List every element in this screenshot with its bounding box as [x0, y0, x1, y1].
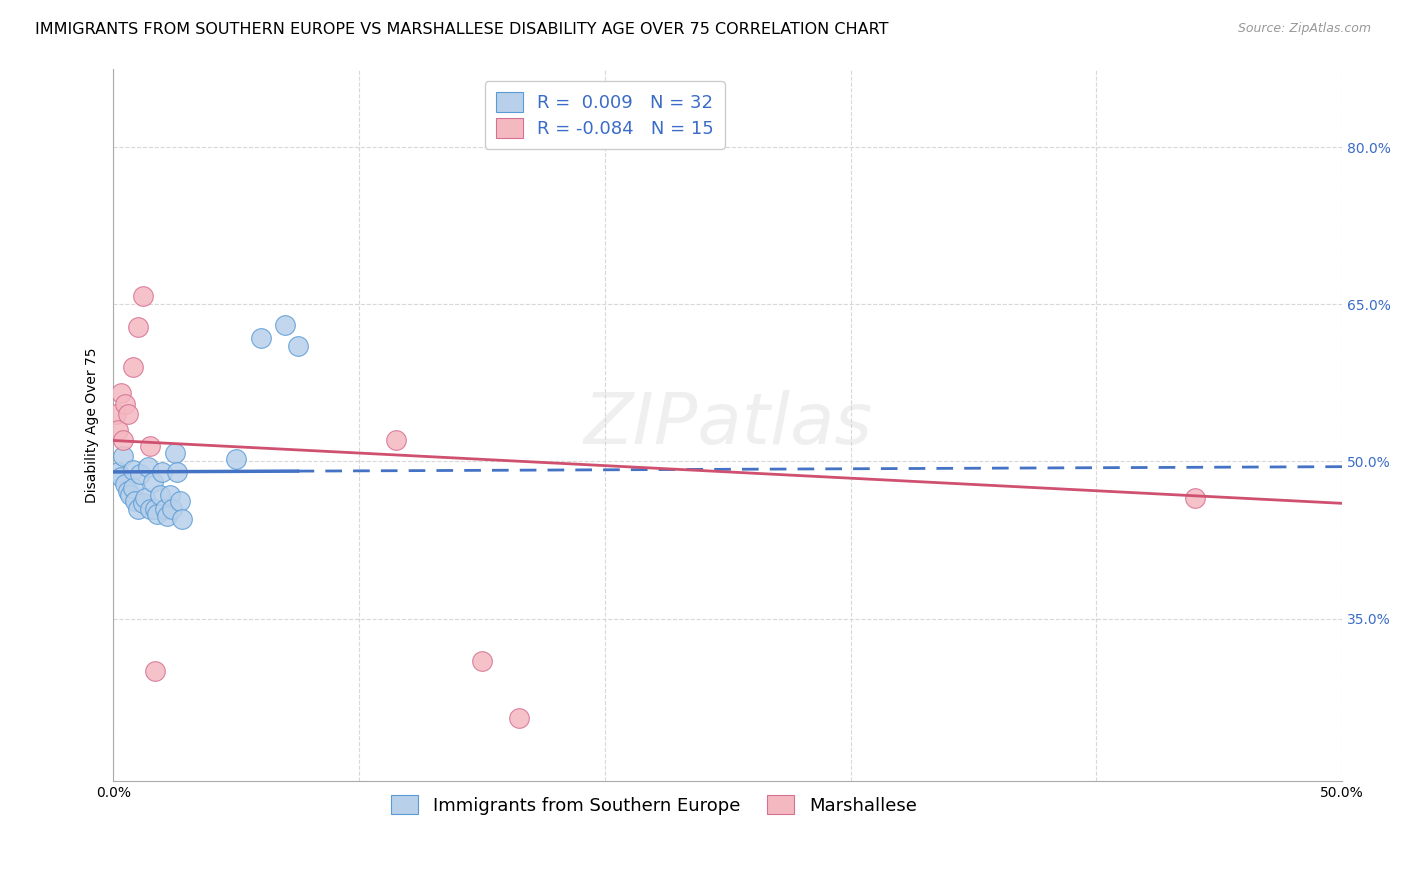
- Point: [117, 483, 139, 498]
- Point: [111, 434, 134, 448]
- Point: [159, 488, 181, 502]
- Point: [166, 465, 188, 479]
- Point: [471, 653, 494, 667]
- Point: [104, 407, 127, 421]
- Text: Source: ZipAtlas.com: Source: ZipAtlas.com: [1237, 22, 1371, 36]
- Point: [121, 481, 143, 495]
- Point: [121, 463, 143, 477]
- Point: [163, 446, 186, 460]
- Point: [117, 407, 139, 421]
- Point: [124, 494, 146, 508]
- Point: [146, 507, 169, 521]
- Point: [121, 360, 143, 375]
- Point: [156, 508, 179, 523]
- Point: [153, 501, 176, 516]
- Point: [120, 488, 142, 502]
- Point: [131, 496, 153, 510]
- Point: [114, 477, 136, 491]
- Point: [110, 470, 132, 484]
- Point: [107, 465, 129, 479]
- Text: IMMIGRANTS FROM SOUTHERN EUROPE VS MARSHALLESE DISABILITY AGE OVER 75 CORRELATIO: IMMIGRANTS FROM SOUTHERN EUROPE VS MARSH…: [35, 22, 889, 37]
- Point: [508, 711, 530, 725]
- Point: [1184, 491, 1206, 505]
- Point: [134, 491, 156, 505]
- Point: [131, 289, 153, 303]
- Point: [249, 331, 271, 345]
- Point: [225, 452, 247, 467]
- Point: [170, 512, 193, 526]
- Point: [287, 339, 309, 353]
- Point: [385, 434, 408, 448]
- Point: [114, 397, 136, 411]
- Point: [107, 423, 129, 437]
- Point: [149, 488, 172, 502]
- Point: [150, 465, 173, 479]
- Point: [111, 449, 134, 463]
- Point: [129, 467, 152, 481]
- Point: [141, 475, 163, 490]
- Point: [110, 386, 132, 401]
- Text: ZIPatlas: ZIPatlas: [583, 391, 872, 459]
- Point: [139, 501, 162, 516]
- Y-axis label: Disability Age Over 75: Disability Age Over 75: [86, 347, 100, 502]
- Point: [127, 320, 149, 334]
- Point: [143, 664, 166, 678]
- Point: [274, 318, 297, 333]
- Point: [169, 494, 191, 508]
- Point: [143, 501, 166, 516]
- Legend: Immigrants from Southern Europe, Marshallese: Immigrants from Southern Europe, Marshal…: [381, 784, 928, 825]
- Point: [160, 501, 183, 516]
- Point: [136, 459, 159, 474]
- Point: [139, 439, 162, 453]
- Point: [127, 501, 149, 516]
